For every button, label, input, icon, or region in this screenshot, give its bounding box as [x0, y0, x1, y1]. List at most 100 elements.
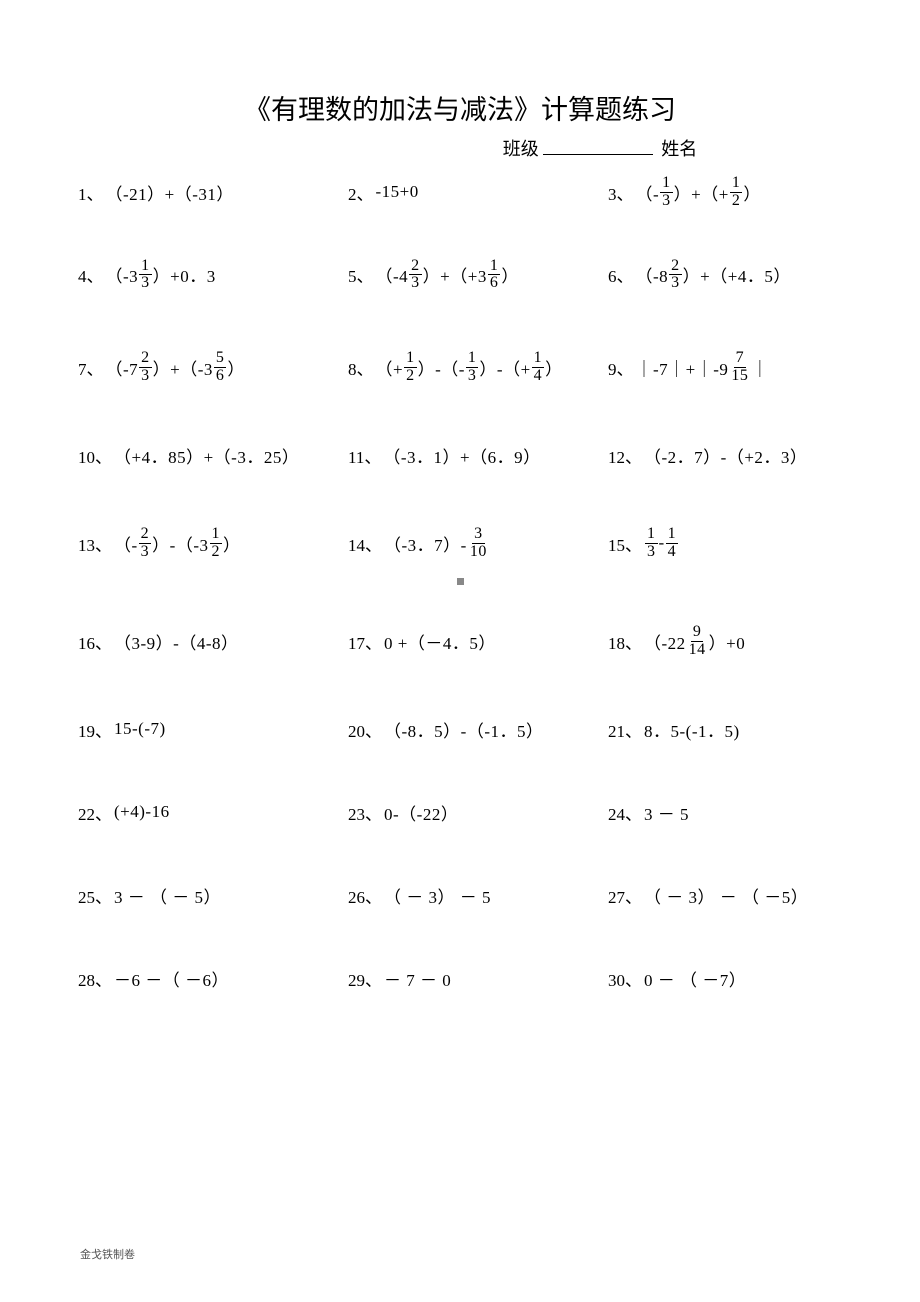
fraction: 23 [409, 258, 422, 293]
problem-expression: （-723）+（-356） [106, 350, 245, 385]
problem-number: 6、 [608, 262, 634, 287]
worksheet-page: 《有理数的加法与减法》计算题练习 班级 姓名 1、（-21）+（-31）2、 -… [0, 0, 920, 1302]
problem-number: 25、 [78, 883, 112, 908]
problem-number: 3、 [608, 180, 634, 205]
problem-number: 26、 [348, 883, 382, 908]
problem-expression: （-3．1）+（6．9） [383, 443, 540, 468]
fraction: 310 [468, 526, 489, 561]
problem-number: 23、 [348, 800, 382, 825]
problem-cell: 14、（-3．7）-310 [348, 526, 608, 561]
problem-number: 8、 [348, 355, 374, 380]
problem-number: 16、 [78, 629, 112, 654]
problem-cell: 17、 0 +（－4．5） [348, 629, 608, 654]
problem-row: 22、(+4)-1623、0-（-22） 24、3 － 5 [78, 800, 842, 825]
problem-expression: 3 － （ － 5） [114, 883, 221, 908]
problem-row: 25、3 － （ － 5）26、（ － 3） － 527、（ － 3） － （ … [78, 883, 842, 908]
problem-number: 2、 [348, 180, 374, 205]
problem-cell: 11、（-3．1）+（6．9） [348, 443, 608, 468]
problem-expression: （ － 3） － （ －5） [644, 883, 808, 908]
problem-number: 28、 [78, 966, 112, 991]
class-blank[interactable] [543, 135, 653, 155]
problem-cell: 8、（+12）-（-13）-（+14） [348, 350, 608, 385]
problem-expression: （-23）-（-312） [114, 526, 241, 561]
problem-cell: 30、 0 － （ －7） [608, 966, 838, 991]
fraction: 13 [466, 350, 479, 385]
problem-cell: 25、3 － （ － 5） [78, 883, 348, 908]
fraction: 16 [488, 258, 501, 293]
problem-cell: 29、－ 7 － 0 [348, 966, 608, 991]
problem-expression: 0 － （ －7） [644, 966, 746, 991]
problem-expression: （-22914）+0 [644, 624, 745, 659]
fraction: 715 [729, 350, 750, 385]
problem-rows: 1、（-21）+（-31）2、 -15+03、（-13）+（+12）4、（-31… [78, 175, 842, 991]
problem-number: 30、 [608, 966, 642, 991]
problem-expression: （3-9）-（4-8） [114, 629, 238, 654]
problem-expression: ｜-7｜+｜-9715｜ [636, 350, 769, 385]
center-marker [78, 572, 842, 590]
problem-cell: 24、3 － 5 [608, 800, 838, 825]
fraction: 12 [404, 350, 417, 385]
problem-expression: － 7 － 0 [384, 966, 451, 991]
fraction: 14 [532, 350, 545, 385]
problem-cell: 19、15-(-7) [78, 717, 348, 742]
problem-number: 15、 [608, 531, 642, 556]
problem-row: 1、（-21）+（-31）2、 -15+03、（-13）+（+12） [78, 175, 842, 210]
problem-expression: （-8．5）-（-1．5） [384, 717, 543, 742]
problem-cell: 22、(+4)-16 [78, 800, 348, 825]
fraction: 13 [645, 526, 658, 561]
problem-expression: （-423）+（+316） [376, 258, 519, 293]
problem-expression: 3 － 5 [644, 800, 689, 825]
problem-cell: 20、（-8．5）-（-1．5） [348, 717, 608, 742]
problem-cell: 12、（-2．7）-（+2．3） [608, 443, 838, 468]
problem-cell: 9、｜-7｜+｜-9715｜ [608, 350, 838, 385]
problem-expression: －6 －（ －6） [114, 966, 229, 991]
fraction: 12 [730, 175, 743, 210]
problem-cell: 4、（-313）+0．3 [78, 258, 348, 293]
problem-row: 13、（-23）-（-312）14、（-3．7）-31015、 13-14 [78, 526, 842, 561]
problem-cell: 10、（+4．85）+（-3．25） [78, 443, 348, 468]
page-title: 《有理数的加法与减法》计算题练习 [78, 88, 842, 127]
problem-expression: （-2．7）-（+2．3） [644, 443, 807, 468]
problem-cell: 1、（-21）+（-31） [78, 180, 348, 205]
problem-expression: （-21）+（-31） [106, 180, 234, 205]
problem-expression: 15-(-7) [114, 719, 166, 739]
problem-expression: （+12）-（-13）-（+14） [376, 350, 563, 385]
problem-number: 5、 [348, 262, 374, 287]
problem-cell: 28、－6 －（ －6） [78, 966, 348, 991]
problem-row: 4、（-313）+0．35、（-423）+（+316）6、（-823）+（+4．… [78, 258, 842, 293]
problem-number: 21、 [608, 717, 642, 742]
fraction: 13 [139, 258, 152, 293]
name-label: 姓名 [661, 139, 697, 159]
fraction: 23 [669, 258, 682, 293]
problem-number: 22、 [78, 800, 112, 825]
problem-expression: （ － 3） － 5 [384, 883, 491, 908]
fraction: 14 [666, 526, 679, 561]
problem-row: 7、（-723）+（-356）8、（+12）-（-13）-（+14）9、｜-7｜… [78, 350, 842, 385]
problem-expression: （-313）+0．3 [106, 258, 216, 293]
problem-number: 10、 [78, 443, 112, 468]
problem-number: 14、 [348, 531, 382, 556]
problem-cell: 3、（-13）+（+12） [608, 175, 838, 210]
problem-cell: 7、（-723）+（-356） [78, 350, 348, 385]
problem-number: 24、 [608, 800, 642, 825]
problem-number: 18、 [608, 629, 642, 654]
problem-cell: 26、（ － 3） － 5 [348, 883, 608, 908]
problem-cell: 16、（3-9）-（4-8） [78, 629, 348, 654]
problem-row: 16、（3-9）-（4-8）17、 0 +（－4．5）18、 （-22914）+… [78, 624, 842, 659]
problem-cell: 27、（ － 3） － （ －5） [608, 883, 838, 908]
problem-cell: 18、 （-22914）+0 [608, 624, 838, 659]
problem-expression: （-3．7）-310 [384, 526, 490, 561]
problem-row: 19、15-(-7)20、（-8．5）-（-1．5）21、8．5-(-1．5) [78, 717, 842, 742]
problem-expression: （-13）+（+12） [636, 175, 761, 210]
problem-cell: 13、（-23）-（-312） [78, 526, 348, 561]
problem-expression: （-823）+（+4．5） [636, 258, 791, 293]
problem-number: 12、 [608, 443, 642, 468]
problem-expression: 8．5-(-1．5) [644, 717, 740, 742]
problem-number: 29、 [348, 966, 382, 991]
problem-number: 27、 [608, 883, 642, 908]
problem-expression: 0-（-22） [384, 800, 458, 825]
problem-cell: 21、8．5-(-1．5) [608, 717, 838, 742]
problem-number: 7、 [78, 355, 104, 380]
fraction: 914 [687, 624, 708, 659]
problem-cell: 5、（-423）+（+316） [348, 258, 608, 293]
